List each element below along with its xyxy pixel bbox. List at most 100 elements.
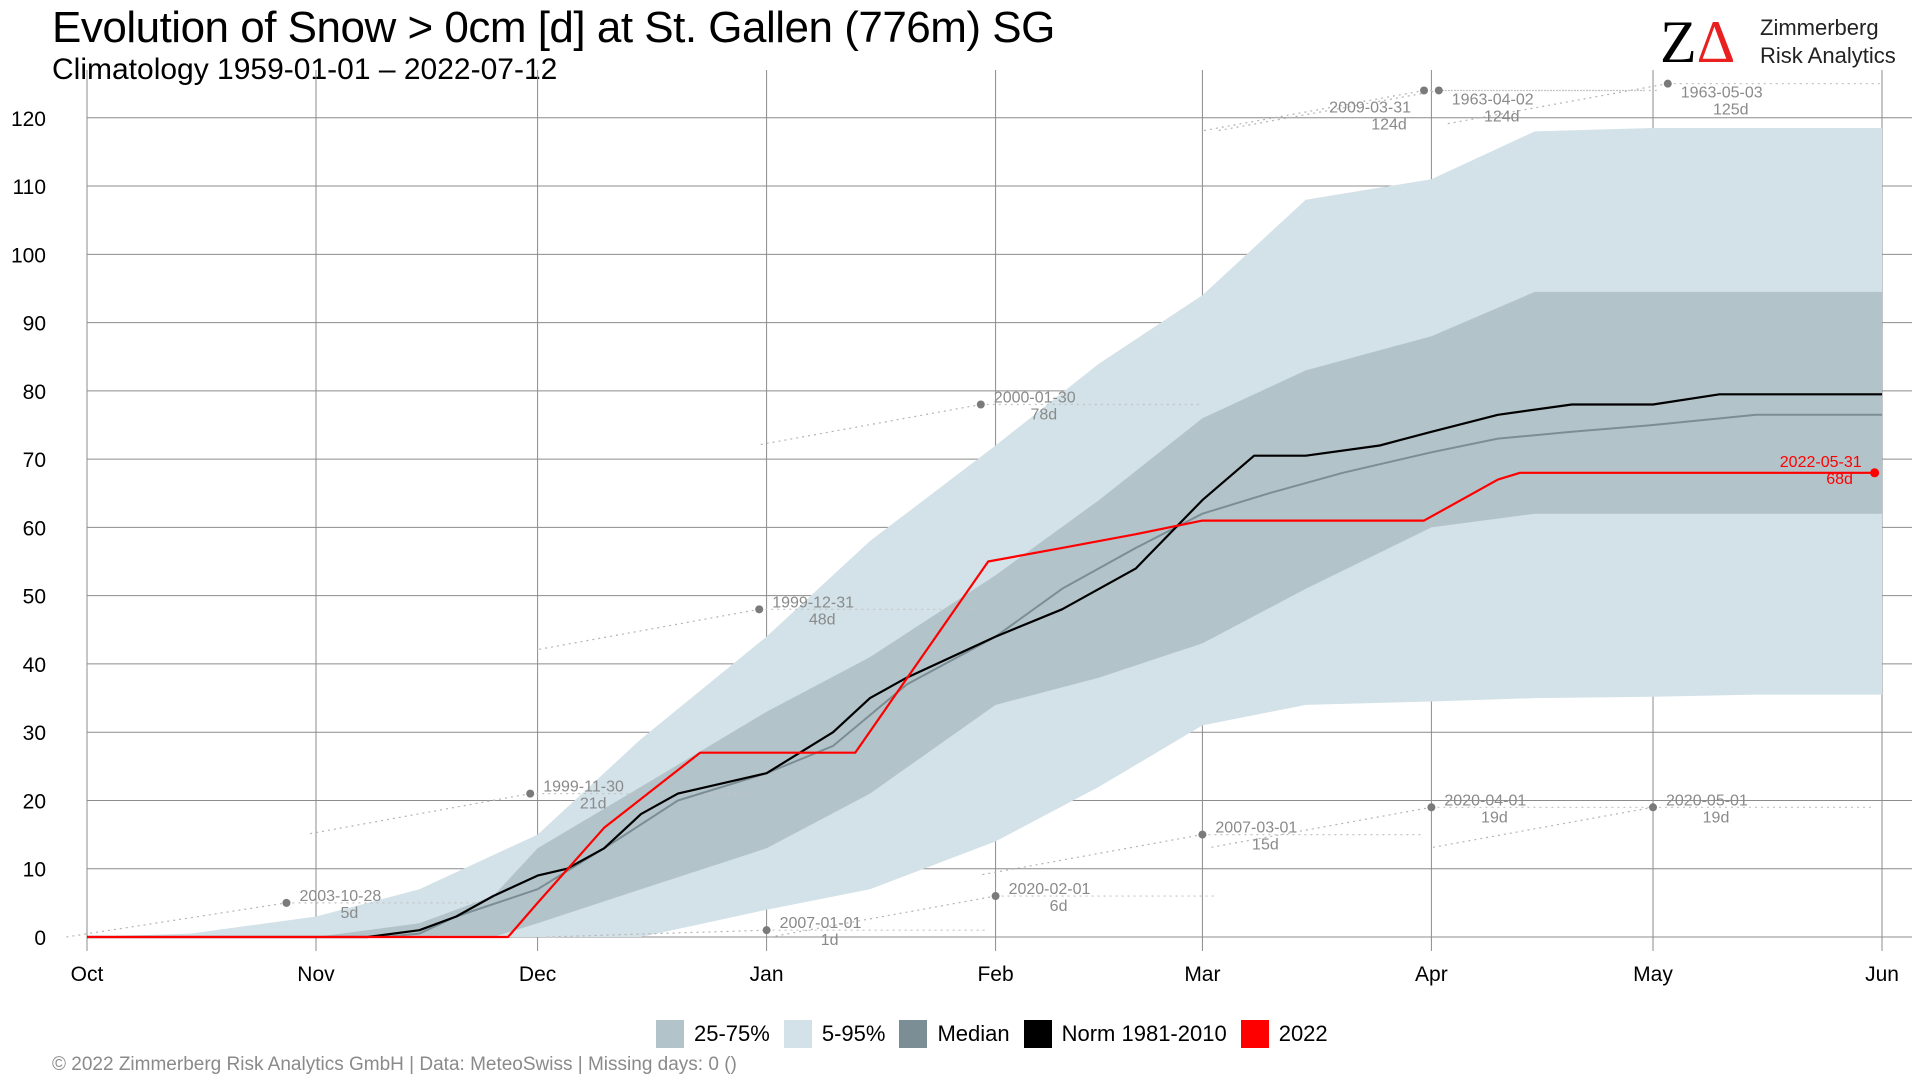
record-point: [1427, 803, 1436, 812]
record-value-label: 48d: [809, 611, 836, 628]
record-point: [526, 789, 535, 798]
legend-item-iqr: 25-75%: [656, 1020, 770, 1048]
x-tick-label: Oct: [71, 963, 104, 986]
record-date-label: 2020-04-01: [1444, 792, 1526, 809]
y-tick-label: 10: [23, 859, 46, 882]
band-25-75-: [87, 291, 1882, 937]
band-5-95-: [87, 128, 1882, 937]
record-trace: [539, 608, 760, 650]
record-trace: [546, 929, 767, 938]
legend-swatch-median: [899, 1020, 928, 1048]
record-trace: [1218, 89, 1439, 132]
footer-credits: © 2022 Zimmerberg Risk Analytics GmbH | …: [52, 1054, 737, 1075]
y-tick-label: 90: [23, 313, 46, 336]
legend-item-norm: Norm 1981-2010: [1023, 1020, 1227, 1048]
line-median: [87, 413, 1882, 938]
legend-item-median: Median: [899, 1020, 1010, 1048]
legend-item-p5-95: 5-95%: [783, 1020, 886, 1048]
record-point: [1198, 830, 1207, 839]
y-tick-label: 110: [13, 176, 46, 199]
record-date-label: 2003-10-28: [299, 888, 381, 905]
legend-swatch-p5-95: [783, 1020, 812, 1048]
record-point: [282, 898, 291, 907]
record-date-label: 2007-01-01: [780, 915, 862, 932]
x-tick-label: Apr: [1415, 963, 1448, 986]
record-value-label: 124d: [1484, 108, 1520, 125]
record-value-label: 15d: [1252, 837, 1279, 854]
legend-swatch-iqr: [656, 1020, 684, 1048]
record-value-label: 21d: [580, 796, 607, 813]
y-tick-label: 0: [34, 927, 46, 950]
legend-label-norm: Norm 1981-2010: [1061, 1021, 1227, 1046]
chart-title: Evolution of Snow > 0cm [d] at St. Galle…: [52, 3, 1055, 52]
y-tick-label: 100: [11, 244, 46, 267]
chart-legend: 25-75% 5-95% Median Norm 1981-2010 2022: [656, 1018, 1328, 1050]
record-trace: [775, 895, 996, 937]
legend-label-p5-95: 5-95%: [821, 1021, 886, 1046]
record-trace: [1203, 89, 1425, 132]
record-value-label: 124d: [1371, 116, 1407, 133]
record-point: [976, 400, 985, 409]
y-tick-label: 70: [23, 449, 46, 472]
logo-name: Zimmerberg: [1760, 15, 1879, 40]
x-tick-label: Feb: [977, 963, 1013, 986]
company-logo: ZΔ Zimmerberg Risk Analytics: [1660, 12, 1900, 72]
y-tick-label: 60: [23, 517, 46, 540]
record-date-label: 1963-04-02: [1452, 91, 1534, 108]
record-value-label: 19d: [1481, 809, 1508, 826]
x-tick-label: Mar: [1184, 963, 1220, 986]
y-tick-label: 80: [23, 381, 46, 404]
chart-subtitle: Climatology 1959-01-01 – 2022-07-12: [52, 53, 558, 86]
record-trace: [982, 834, 1203, 876]
record-value-label: 125d: [1713, 102, 1749, 119]
record-point: [762, 926, 771, 935]
record-value-label: 78d: [1030, 407, 1057, 424]
y-tick-label: 20: [23, 790, 46, 813]
record-point: [1434, 86, 1443, 95]
record-value-label: 68d: [1826, 471, 1853, 488]
y-tick-label: 120: [11, 108, 46, 131]
record-date-label: 2020-05-01: [1666, 792, 1748, 809]
record-trace: [760, 403, 981, 446]
line-2022: [87, 471, 1875, 939]
x-tick-label: May: [1633, 963, 1673, 986]
legend-swatch-2022: [1240, 1020, 1269, 1048]
record-point: [991, 892, 1000, 901]
logo-mark: ZΔ: [1660, 12, 1735, 68]
y-tick-label: 40: [23, 654, 46, 677]
record-date-label: 1999-12-31: [772, 594, 854, 611]
record-trace: [66, 902, 287, 938]
record-point: [1870, 468, 1880, 478]
y-tick-label: 30: [23, 722, 46, 745]
record-trace: [1447, 83, 1668, 125]
record-value-label: 6d: [1050, 898, 1068, 915]
logo-subname: Risk Analytics: [1760, 43, 1896, 68]
record-date-label: 2000-01-30: [994, 390, 1076, 407]
snow-days-chart: 0 10 20 30 40 50 60 70 80 90 100 110 120 Oct Nov Dec Jan…: [11, 70, 1912, 986]
record-date-label: 1999-11-30: [543, 779, 624, 796]
x-tick-label: Nov: [297, 963, 335, 986]
record-date-label: 2009-03-31: [1329, 99, 1411, 116]
legend-label-median: Median: [937, 1021, 1010, 1046]
legend-label-2022: 2022: [1278, 1021, 1328, 1046]
record-trace: [1211, 806, 1432, 848]
x-tick-label: Jan: [750, 963, 784, 986]
record-date-label: 2022-05-31: [1780, 454, 1862, 471]
record-point: [1663, 79, 1672, 88]
record-date-label: 2020-02-01: [1009, 881, 1091, 898]
record-value-label: 5d: [341, 905, 359, 922]
record-point: [1649, 803, 1658, 812]
legend-label-iqr: 25-75%: [694, 1021, 770, 1046]
legend-item-2022: 2022: [1240, 1020, 1328, 1048]
x-tick-label: Jun: [1865, 963, 1899, 986]
record-point: [755, 605, 764, 614]
y-tick-label: 50: [23, 586, 46, 609]
x-tick-label: Dec: [519, 963, 556, 986]
legend-swatch-norm: [1023, 1020, 1052, 1048]
record-trace: [1432, 806, 1654, 848]
record-value-label: 19d: [1703, 809, 1730, 826]
record-date-label: 2007-03-01: [1215, 820, 1297, 837]
logo-mark-icon: ZΔ: [1660, 12, 1735, 68]
record-point: [1420, 86, 1429, 95]
record-trace: [310, 793, 531, 835]
